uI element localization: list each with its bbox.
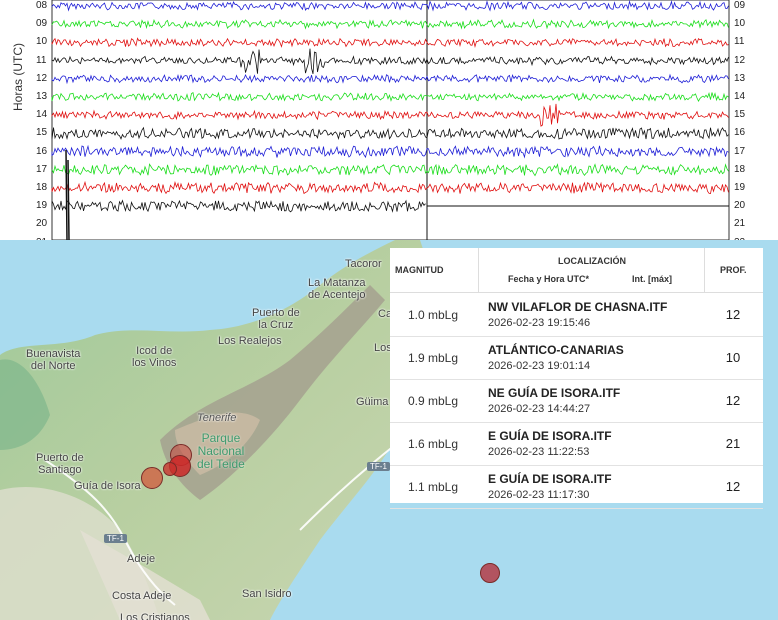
road-tf1-east: TF-1 [367,462,390,471]
hour-label-left: 11 [36,54,47,66]
event-depth: 12 [725,479,741,494]
place-san-isidro: San Isidro [242,588,292,600]
hour-label-left: 09 [36,18,48,30]
event-datetime: 2026-02-23 14:44:27 [488,403,591,415]
hour-label-left: 20 [36,218,48,230]
event-datetime: 2026-02-23 19:01:14 [488,360,591,372]
event-location[interactable]: NW VILAFLOR DE CHASNA.ITF [488,300,668,314]
hour-label-right: 18 [734,163,746,175]
event-datetime: 2026-02-23 19:15:46 [488,317,591,329]
place-guia-de-isora: Guía de Isora [74,480,141,492]
seismogram-trace [51,18,729,30]
header-intensity: Int. [máx] [632,274,673,284]
event-depth: 21 [725,436,741,451]
hour-label-left: 19 [36,200,48,212]
seismogram-trace [51,91,729,102]
header-location: LOCALIZACIÓN [558,256,626,266]
event-row[interactable]: 1.1 mbLg E GUÍA DE ISORA.ITF 2026-02-23 11… [390,465,763,509]
seismogram-ylabel: Horas (UTC) [11,43,25,111]
table-header: MAGNITUD LOCALIZACIÓN Fecha y Hora UTC* … [390,248,763,293]
tenerife-terrain [0,240,430,620]
seismogram-trace [51,37,729,49]
event-datetime: 2026-02-23 11:22:53 [488,446,590,458]
event-depth: 12 [725,393,741,408]
header-magnitude: MAGNITUD [395,265,444,275]
place-los-cristianos: Los Cristianos [120,612,190,620]
event-magnitude: 1.0 mbLg [408,308,459,322]
hour-label-right: 10 [734,18,746,30]
seismogram-trace [51,180,729,195]
event-location[interactable]: NE GUÍA DE ISORA.ITF [488,386,621,400]
seismogram-trace [51,199,426,213]
place-costa-adeje: Costa Adeje [112,590,172,602]
event-magnitude: 1.1 mbLg [408,480,459,494]
hour-label-right: 20 [734,200,746,212]
header-depth: PROF. [720,265,747,275]
place-guimar: Güima [356,396,389,408]
place-icod: Icod de los Vinos [132,345,177,369]
place-la-matanza: La Matanza de Acentejo [308,277,366,301]
event-magnitude: 0.9 mbLg [408,394,459,408]
hour-label-left: 14 [36,109,48,121]
event-location[interactable]: E GUÍA DE ISORA.ITF [488,472,612,486]
hour-label-right: 16 [734,127,746,139]
place-ca: Ca [378,308,393,320]
hour-label-left: 15 [36,127,48,139]
event-row[interactable]: 1.6 mbLg E GUÍA DE ISORA.ITF 2026-02-23 11… [390,422,763,466]
park-teide: Parque Nacional del Teide [197,431,245,471]
hour-label-right: 11 [734,36,745,48]
place-los: Los [374,342,392,354]
hour-label-left: 17 [36,163,48,175]
event-magnitude: 1.6 mbLg [408,437,459,451]
seismogram-trace [51,126,729,141]
hour-label-left: 10 [36,36,48,48]
place-buenavista: Buenavista del Norte [26,348,81,372]
place-tenerife: Tenerife [197,412,237,424]
hour-label-right: 21 [734,218,746,230]
road-tf1-south: TF-1 [104,534,127,543]
hour-label-right: 13 [734,72,746,84]
event-location[interactable]: E GUÍA DE ISORA.ITF [488,429,612,443]
place-adeje: Adeje [127,553,156,565]
seismogram-panel: Horas (UTC) 08 09 09 10 10 11 11 12 12 13 13 14 14 15… [0,0,778,248]
event-magnitude: 1.9 mbLg [408,351,459,365]
hour-label-right: 15 [734,109,746,121]
quake-marker-3[interactable] [141,467,163,489]
quake-marker-atlantic[interactable] [480,563,500,583]
seismogram-trace [51,48,729,75]
seismogram-trace [51,103,729,127]
seismogram-traces [51,0,730,240]
seismogram-trace [51,73,729,85]
seismogram-frame [51,0,730,240]
seismogram-trace [51,144,729,159]
seismogram-spike [65,149,70,240]
header-datetime: Fecha y Hora UTC* [508,274,590,284]
hour-label-left: 12 [36,72,48,84]
event-location[interactable]: ATLÁNTICO-CANARIAS [488,343,624,357]
place-los-realejos: Los Realejos [218,335,282,347]
seismogram-trace [51,163,729,177]
hour-label-left: 08 [36,0,48,11]
place-puerto-de-santiago: Puerto de Santiago [36,452,84,476]
hour-label-left: 16 [36,145,48,157]
event-row[interactable]: 1.0 mbLg NW VILAFLOR DE CHASNA.ITF 2026-02… [390,293,763,337]
place-puerto-de-la-cruz: Puerto de la Cruz [252,307,300,331]
hour-label-right: 19 [734,182,746,193]
events-table: MAGNITUD LOCALIZACIÓN Fecha y Hora UTC* … [390,248,763,509]
event-row[interactable]: 0.9 mbLg NE GUÍA DE ISORA.ITF 2026-02-23 1… [390,379,763,423]
event-datetime: 2026-02-23 11:17:30 [488,489,590,501]
hour-label-right: 09 [734,0,746,11]
quake-marker-4[interactable] [163,462,177,476]
hour-label-right: 14 [734,91,746,102]
place-tacoronte: Tacoror [345,258,382,270]
hour-label-right: 17 [734,145,746,157]
event-depth: 10 [725,350,741,365]
hour-label-left: 18 [36,182,48,193]
seismogram-trace [51,0,729,12]
hour-label-right: 12 [734,54,746,66]
event-depth: 12 [725,307,741,322]
hour-label-left: 13 [36,91,48,102]
event-row[interactable]: 1.9 mbLg ATLÁNTICO-CANARIAS 2026-02-23 19:… [390,336,763,380]
